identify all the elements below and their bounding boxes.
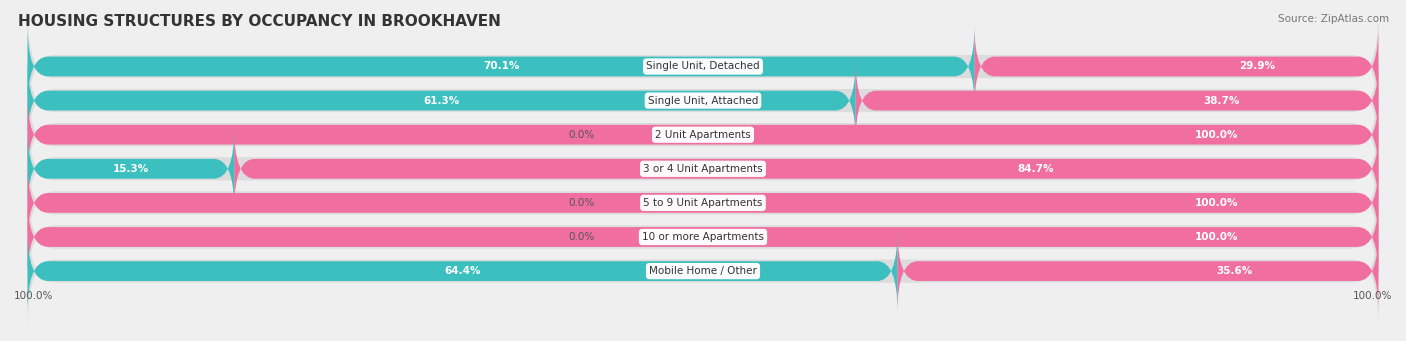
Text: 64.4%: 64.4% <box>444 266 481 276</box>
Text: 38.7%: 38.7% <box>1204 95 1240 106</box>
Text: Single Unit, Attached: Single Unit, Attached <box>648 95 758 106</box>
Text: Single Unit, Detached: Single Unit, Detached <box>647 61 759 72</box>
FancyBboxPatch shape <box>235 128 1378 210</box>
FancyBboxPatch shape <box>28 78 1378 191</box>
FancyBboxPatch shape <box>28 230 897 312</box>
Text: Source: ZipAtlas.com: Source: ZipAtlas.com <box>1278 14 1389 24</box>
FancyBboxPatch shape <box>856 59 1378 142</box>
Text: 61.3%: 61.3% <box>423 95 460 106</box>
FancyBboxPatch shape <box>28 162 1378 244</box>
FancyBboxPatch shape <box>28 128 235 210</box>
FancyBboxPatch shape <box>28 196 1378 278</box>
FancyBboxPatch shape <box>28 93 1378 176</box>
Text: 29.9%: 29.9% <box>1239 61 1275 72</box>
FancyBboxPatch shape <box>28 180 1378 294</box>
FancyBboxPatch shape <box>28 146 1378 260</box>
FancyBboxPatch shape <box>28 10 1378 123</box>
Text: 3 or 4 Unit Apartments: 3 or 4 Unit Apartments <box>643 164 763 174</box>
FancyBboxPatch shape <box>28 25 974 108</box>
Text: 15.3%: 15.3% <box>112 164 149 174</box>
Text: 100.0%: 100.0% <box>1195 198 1239 208</box>
FancyBboxPatch shape <box>28 112 1378 225</box>
Text: 100.0%: 100.0% <box>1195 130 1239 140</box>
Text: 35.6%: 35.6% <box>1216 266 1253 276</box>
Text: 5 to 9 Unit Apartments: 5 to 9 Unit Apartments <box>644 198 762 208</box>
Text: 2 Unit Apartments: 2 Unit Apartments <box>655 130 751 140</box>
FancyBboxPatch shape <box>974 25 1378 108</box>
FancyBboxPatch shape <box>897 230 1378 312</box>
Text: 0.0%: 0.0% <box>568 232 595 242</box>
Text: 100.0%: 100.0% <box>1353 291 1392 301</box>
Text: Mobile Home / Other: Mobile Home / Other <box>650 266 756 276</box>
Text: 84.7%: 84.7% <box>1017 164 1053 174</box>
Text: HOUSING STRUCTURES BY OCCUPANCY IN BROOKHAVEN: HOUSING STRUCTURES BY OCCUPANCY IN BROOK… <box>18 14 501 29</box>
FancyBboxPatch shape <box>28 44 1378 157</box>
Text: 70.1%: 70.1% <box>482 61 519 72</box>
Text: 0.0%: 0.0% <box>568 130 595 140</box>
Text: 100.0%: 100.0% <box>1195 232 1239 242</box>
Text: 100.0%: 100.0% <box>14 291 53 301</box>
Text: 0.0%: 0.0% <box>568 198 595 208</box>
Text: 10 or more Apartments: 10 or more Apartments <box>643 232 763 242</box>
FancyBboxPatch shape <box>28 214 1378 328</box>
FancyBboxPatch shape <box>28 59 856 142</box>
